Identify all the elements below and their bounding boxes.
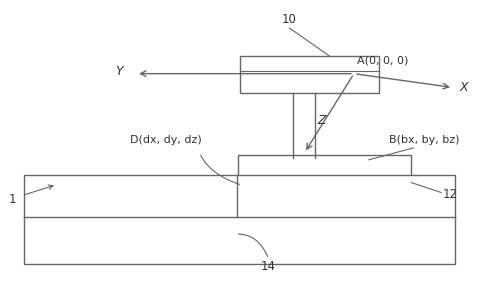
Text: 10: 10	[282, 13, 297, 26]
Text: Y: Y	[115, 65, 123, 78]
Bar	[238, 155, 411, 185]
Text: D(dx, dy, dz): D(dx, dy, dz)	[130, 135, 202, 145]
Text: Z: Z	[317, 114, 326, 127]
Text: X: X	[460, 81, 468, 94]
Bar	[24, 175, 455, 264]
Text: A(0, 0, 0): A(0, 0, 0)	[357, 56, 408, 66]
Text: 1: 1	[8, 193, 16, 206]
Text: B(bx, by, bz): B(bx, by, bz)	[388, 135, 459, 145]
Bar	[240, 56, 379, 93]
Text: 14: 14	[260, 260, 275, 273]
Text: 12: 12	[443, 188, 458, 201]
